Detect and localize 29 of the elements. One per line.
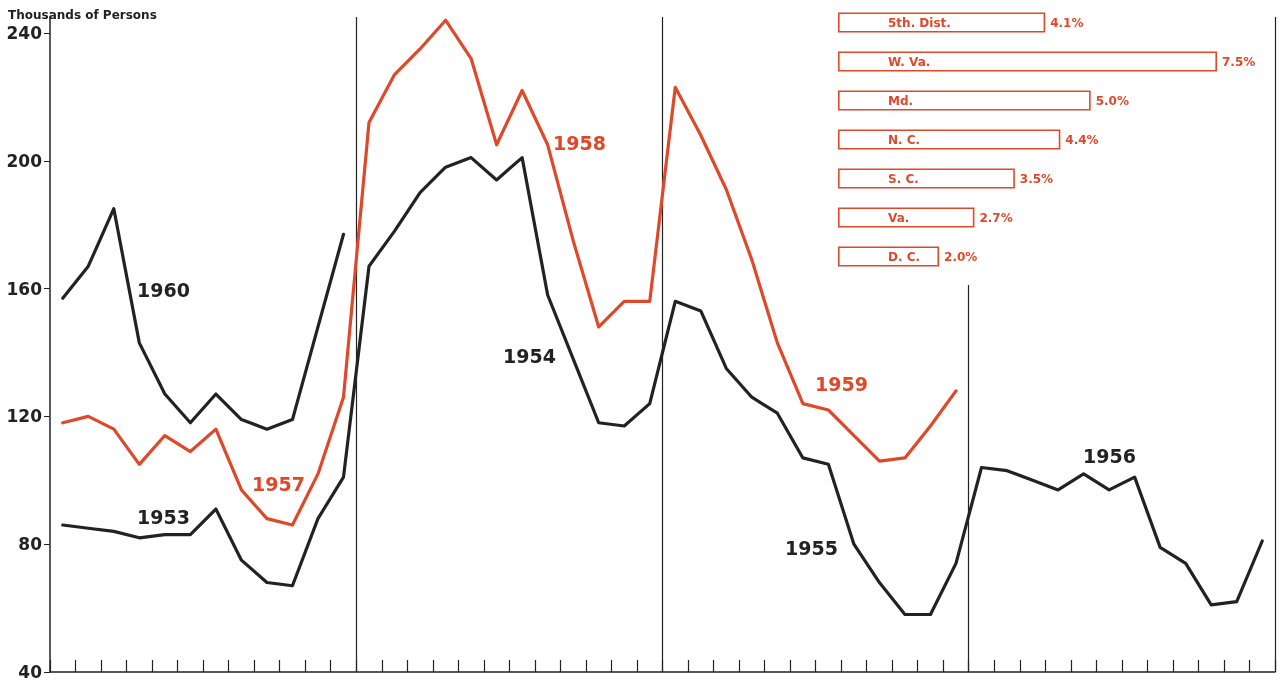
y-tick-label: N. C. [888,132,921,147]
annotation: 1959 [815,372,868,395]
annotation: 1956 [1083,444,1136,467]
y-tick-label: 80 [18,534,43,555]
data-label: 4.1% [1050,15,1084,30]
data-label: 2.0% [944,249,978,264]
y-tick-label: 160 [6,278,43,299]
data-label: 4.4% [1065,132,1099,147]
y-tick-label: 240 [6,22,43,43]
data-label: 3.5% [1019,171,1054,186]
annotation: 1957 [252,472,305,495]
y-tick-label: 5th. Dist. [888,15,951,30]
data-label: 2.7% [979,210,1013,225]
annotation: 1953 [137,505,190,528]
y-tick-label: 200 [6,150,43,171]
annotation: 1958 [553,131,606,154]
y-axis-title: Thousands of Persons [8,8,157,22]
y-tick-label: D. C. [888,249,921,264]
data-label: 7.5% [1222,54,1256,69]
annotation: 1954 [503,344,556,367]
y-tick-label: S. C. [888,171,919,186]
y-tick-label: 40 [18,662,43,681]
y-tick-label: W. Va. [888,54,931,69]
annotation: 1960 [137,278,190,301]
annotation: 1955 [785,536,838,559]
y-tick-label: Va. [888,210,910,225]
y-tick-label: Md. [888,93,914,108]
y-tick-label: 120 [6,406,43,427]
data-label: 5.0% [1095,93,1129,108]
